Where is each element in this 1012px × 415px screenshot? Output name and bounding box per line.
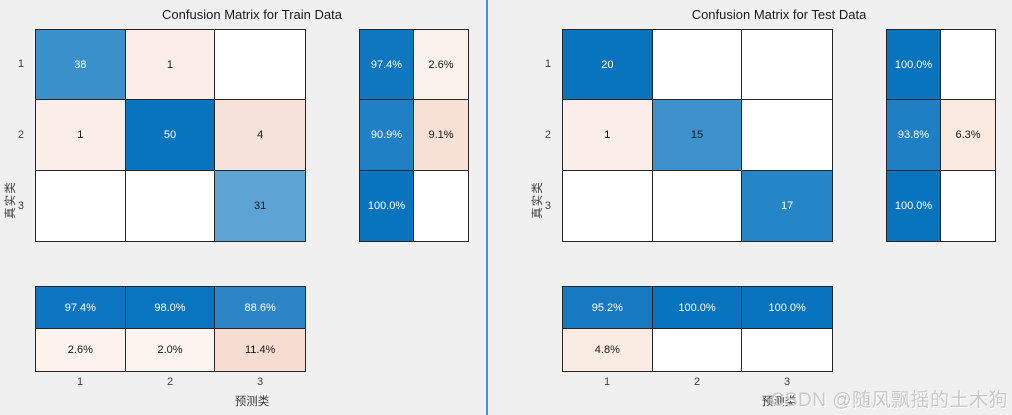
y-axis-ticks: 1 2 3 <box>0 29 27 241</box>
column-summary-grid: 95.2% 100.0% 100.0% 4.8% <box>562 286 833 372</box>
matrix-cell: 50 <box>125 100 216 171</box>
confusion-matrix-grid: 38 1 1 50 4 31 <box>35 29 306 242</box>
csdn-watermark: CSDN @随风飘摇的土木狗 <box>770 390 1008 411</box>
row-summary-grid: 100.0% 93.8% 6.3% 100.0% <box>886 29 996 242</box>
row-summary-grid: 97.4% 2.6% 90.9% 9.1% 100.0% <box>359 29 469 242</box>
matrix-cell <box>36 170 126 241</box>
matrix-cell <box>414 170 468 241</box>
matrix-cell <box>742 329 832 371</box>
matrix-cell: 95.2% <box>563 287 653 329</box>
matrix-cell: 1 <box>125 30 216 101</box>
matrix-cell: 31 <box>215 170 305 241</box>
axis-tick-label: 1 <box>603 376 611 388</box>
matrix-cell: 97.4% <box>360 30 414 101</box>
axis-tick-label: 3 <box>17 199 24 212</box>
axis-tick-label: 2 <box>166 376 174 388</box>
matrix-cell: 4.8% <box>563 329 653 371</box>
x-axis-ticks: 1 2 3 <box>35 376 305 390</box>
axis-tick-label: 3 <box>544 199 551 212</box>
matrix-cell <box>742 30 832 101</box>
axis-tick-label: 1 <box>76 376 84 388</box>
matrix-cell: 100.0% <box>887 30 941 101</box>
axis-tick-label: 2 <box>17 129 24 141</box>
chart-title: Confusion Matrix for Train Data <box>162 7 342 22</box>
panel-divider <box>486 0 488 415</box>
matrix-cell: 15 <box>652 100 743 171</box>
x-axis-label: 预测类 <box>234 396 270 408</box>
matrix-cell: 2.0% <box>125 329 216 371</box>
matrix-cell: 98.0% <box>125 287 216 329</box>
matrix-cell <box>652 170 743 241</box>
matrix-cell: 17 <box>742 170 832 241</box>
axis-tick-label: 2 <box>544 129 551 141</box>
matrix-cell: 1 <box>563 100 653 171</box>
matrix-cell: 38 <box>36 30 126 101</box>
matrix-cell: 20 <box>563 30 653 101</box>
axis-tick-label: 1 <box>17 58 24 71</box>
axis-tick-label: 3 <box>256 376 264 388</box>
matrix-cell: 100.0% <box>742 287 832 329</box>
matrix-cell: 97.4% <box>36 287 126 329</box>
y-axis-ticks: 1 2 3 <box>527 29 554 241</box>
axis-tick-label: 1 <box>544 58 551 71</box>
matrix-cell: 4 <box>215 100 305 171</box>
matrix-cell: 6.3% <box>941 100 995 171</box>
matrix-cell <box>941 170 995 241</box>
matrix-cell: 2.6% <box>414 30 468 101</box>
matrix-cell <box>941 30 995 101</box>
column-summary-grid: 97.4% 98.0% 88.6% 2.6% 2.0% 11.4% <box>35 286 306 372</box>
matrix-cell: 9.1% <box>414 100 468 171</box>
matrix-cell: 2.6% <box>36 329 126 371</box>
matrix-cell <box>652 329 743 371</box>
matrix-cell <box>125 170 216 241</box>
matrix-cell: 88.6% <box>215 287 305 329</box>
matrix-cell: 93.8% <box>887 100 941 171</box>
matrix-cell <box>652 30 743 101</box>
matrix-cell: 100.0% <box>360 170 414 241</box>
x-axis-label: 预测类 <box>761 396 797 408</box>
matrix-cell: 90.9% <box>360 100 414 171</box>
confusion-matrix-grid: 20 1 15 17 <box>562 29 833 242</box>
matrix-cell: 1 <box>36 100 126 171</box>
chart-title: Confusion Matrix for Test Data <box>691 7 867 22</box>
matrix-cell <box>563 170 653 241</box>
axis-tick-label: 3 <box>783 376 791 388</box>
axis-tick-label: 2 <box>693 376 701 388</box>
matrix-cell: 100.0% <box>887 170 941 241</box>
matrix-cell: 11.4% <box>215 329 305 371</box>
matrix-cell <box>742 100 832 171</box>
matrix-cell <box>215 30 305 101</box>
matrix-cell: 100.0% <box>652 287 743 329</box>
x-axis-ticks: 1 2 3 <box>562 376 832 390</box>
